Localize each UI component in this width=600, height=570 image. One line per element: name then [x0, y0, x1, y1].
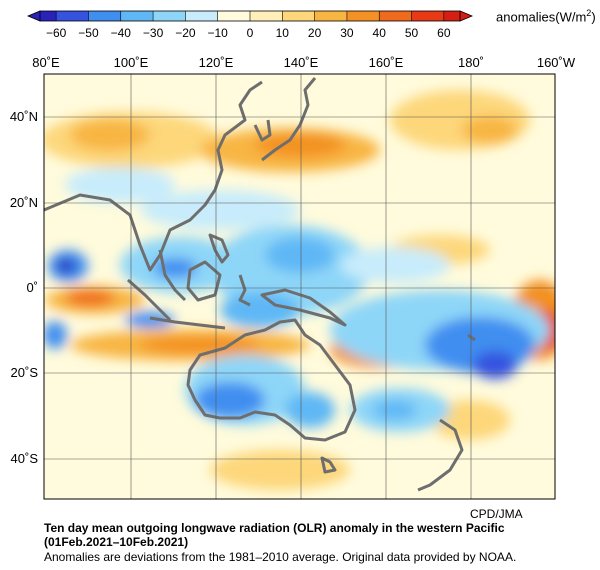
colorbar-tick-label: 30	[340, 26, 354, 40]
lat-label-40n: 40˚N	[9, 109, 38, 124]
colorbar-tick-label: −60	[46, 26, 67, 40]
lat-label-0: 0˚	[26, 280, 38, 295]
colorbar-segment	[314, 11, 347, 21]
colorbar-segment	[88, 11, 121, 21]
graticule	[44, 74, 555, 499]
anomaly-field	[44, 90, 555, 490]
colorbar-tick-label: −20	[175, 26, 196, 40]
lon-label-120e: 120˚E	[198, 55, 234, 70]
colorbar-ticks: −60 −50 −40 −30 −20 −10 0 10 20 30 40 50 60	[46, 11, 451, 40]
colorbar-tick-label: 40	[373, 26, 387, 40]
olr-anomaly-map	[43, 73, 556, 500]
colorbar-tick-label: 20	[308, 26, 322, 40]
map-frame	[43, 73, 556, 500]
colorbar-segment	[40, 11, 57, 21]
lon-label-160e: 160˚E	[368, 55, 404, 70]
colorbar-tick-label: −10	[208, 26, 229, 40]
colorbar-tick-label: −30	[143, 26, 164, 40]
colorbar-tick-label: 0	[247, 26, 254, 40]
colorbar-segment	[217, 11, 250, 21]
colorbar-segment	[185, 11, 218, 21]
lon-label-80e: 80˚E	[32, 55, 60, 70]
lon-label-180: 180˚	[457, 55, 485, 70]
colorbar-tick-label: −40	[111, 26, 132, 40]
colorbar-segment	[120, 11, 154, 21]
colorbar-segments	[26, 10, 474, 22]
colorbar-segment	[379, 11, 412, 21]
colorbar-tick-label: −50	[78, 26, 99, 40]
lon-label-100e: 100˚E	[113, 55, 149, 70]
colorbar-segment	[282, 11, 315, 21]
colorbar-segment	[411, 11, 444, 21]
colorbar-tick-label: 60	[437, 26, 451, 40]
lon-label-160w: 160˚W	[536, 55, 576, 70]
lat-label-40s: 40˚S	[10, 451, 38, 466]
colorbar-segment	[443, 11, 460, 21]
caption-note: Anomalies are deviations from the 1981–2…	[44, 550, 517, 564]
lon-label-140e: 140˚E	[283, 55, 319, 70]
credit-label: CPD/JMA	[470, 507, 523, 521]
units-label: anomalies(W/m2)	[496, 8, 596, 25]
colorbar: −60 −50 −40 −30 −20 −10 0 10 20 30 40 50 60	[26, 10, 474, 40]
lat-label-20s: 20˚S	[10, 365, 38, 380]
colorbar-segment	[346, 11, 380, 21]
colorbar-tick-label: 50	[405, 26, 419, 40]
colorbar-segment	[56, 11, 89, 21]
coastlines	[44, 77, 476, 492]
colorbar-segment	[153, 11, 186, 21]
colorbar-tick-label: 10	[276, 26, 290, 40]
caption-title: Ten day mean outgoing longwave radiation…	[44, 521, 505, 535]
colorbar-segment	[250, 11, 283, 21]
lat-label-20n: 20˚N	[9, 195, 38, 210]
caption-period: (01Feb.2021–10Feb.2021)	[44, 535, 189, 549]
